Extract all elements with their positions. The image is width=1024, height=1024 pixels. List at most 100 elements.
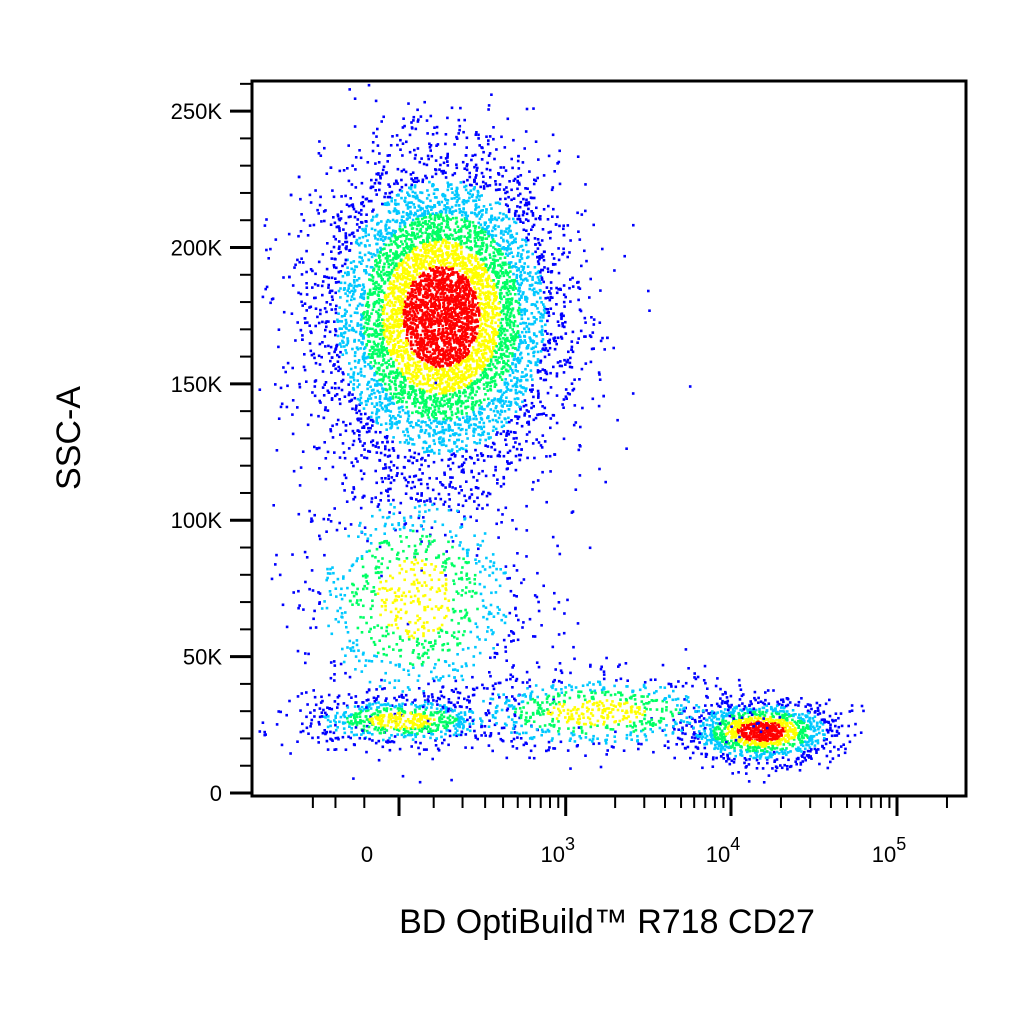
event-dot [500, 218, 504, 222]
event-dot [466, 399, 469, 402]
event-dot [509, 430, 513, 434]
event-dot [556, 336, 560, 340]
event-dot [496, 286, 499, 289]
event-dot [422, 265, 425, 269]
event-dot [419, 482, 423, 486]
event-dot [434, 285, 438, 288]
event-dot [468, 393, 472, 396]
event-dot [414, 392, 417, 396]
event-dot [352, 287, 356, 290]
event-dot [516, 370, 519, 373]
event-dot [474, 245, 477, 248]
event-dot [402, 385, 406, 389]
event-dot [378, 182, 382, 185]
event-dot [520, 265, 523, 268]
event-dot [539, 312, 543, 316]
event-dot [441, 274, 445, 278]
event-dot [287, 232, 291, 236]
event-dot [443, 296, 447, 300]
event-dot [441, 357, 445, 361]
event-dot [392, 345, 395, 349]
event-dot [417, 222, 421, 226]
event-dot [481, 285, 484, 288]
event-dot [330, 308, 334, 311]
event-dot [453, 333, 456, 336]
event-dot [400, 288, 404, 291]
event-dot [471, 357, 475, 361]
event-dot [348, 291, 351, 294]
event-dot [480, 279, 484, 282]
event-dot [407, 391, 411, 394]
event-dot [560, 317, 563, 321]
event-dot [491, 234, 495, 237]
event-dot [507, 318, 510, 321]
event-dot [394, 300, 397, 304]
event-dot [499, 232, 503, 235]
event-dot [334, 386, 337, 390]
event-dot [441, 389, 444, 392]
event-dot [491, 402, 495, 405]
event-dot [372, 131, 375, 135]
event-dot [478, 217, 482, 221]
event-dot [449, 329, 452, 332]
event-dot [360, 201, 363, 205]
event-dot [515, 381, 519, 384]
event-dot [493, 349, 496, 352]
event-dot [452, 356, 455, 360]
event-dot [419, 339, 422, 343]
event-dot [441, 273, 445, 276]
event-dot [319, 195, 322, 199]
event-dot [449, 354, 453, 357]
event-dot [456, 272, 460, 276]
event-dot [525, 387, 528, 390]
event-dot [486, 416, 489, 420]
event-dot [505, 278, 509, 282]
event-dot [365, 430, 369, 434]
event-dot [472, 429, 476, 432]
event-dot [468, 382, 471, 385]
event-dot [410, 306, 414, 309]
event-dot [378, 378, 381, 382]
event-dot [505, 390, 508, 393]
event-dot [346, 337, 349, 340]
event-dot [441, 218, 445, 221]
event-dot [450, 299, 453, 303]
event-dot [431, 230, 434, 234]
event-dots [258, 83, 865, 784]
event-dot [408, 380, 412, 384]
event-dot [485, 245, 489, 248]
event-dot [488, 298, 492, 302]
event-dot [457, 292, 460, 295]
event-dot [545, 500, 548, 504]
event-dot [392, 449, 396, 452]
event-dot [477, 137, 480, 140]
event-dot [403, 271, 406, 275]
event-dot [392, 274, 395, 277]
event-dot [553, 336, 557, 339]
event-dot [402, 303, 405, 306]
event-dot [478, 253, 482, 256]
event-dot [364, 220, 367, 223]
event-dot [462, 202, 466, 206]
event-dot [342, 341, 345, 344]
event-dot [413, 288, 417, 292]
event-dot [484, 298, 488, 302]
event-dot [380, 220, 383, 223]
event-dot [504, 417, 507, 421]
event-dot [374, 189, 377, 192]
event-dot [377, 361, 381, 365]
event-dot [503, 247, 506, 251]
event-dot [549, 386, 553, 389]
event-dot [341, 243, 345, 246]
event-dot [554, 263, 557, 266]
event-dot [544, 296, 547, 300]
event-dot [426, 273, 430, 276]
event-dot [467, 191, 470, 195]
event-dot [384, 393, 388, 397]
event-dot [397, 273, 400, 277]
event-dot [485, 381, 488, 385]
event-dot [688, 385, 692, 388]
event-dot [383, 195, 386, 199]
event-dot [421, 245, 425, 249]
event-dot [432, 192, 436, 195]
